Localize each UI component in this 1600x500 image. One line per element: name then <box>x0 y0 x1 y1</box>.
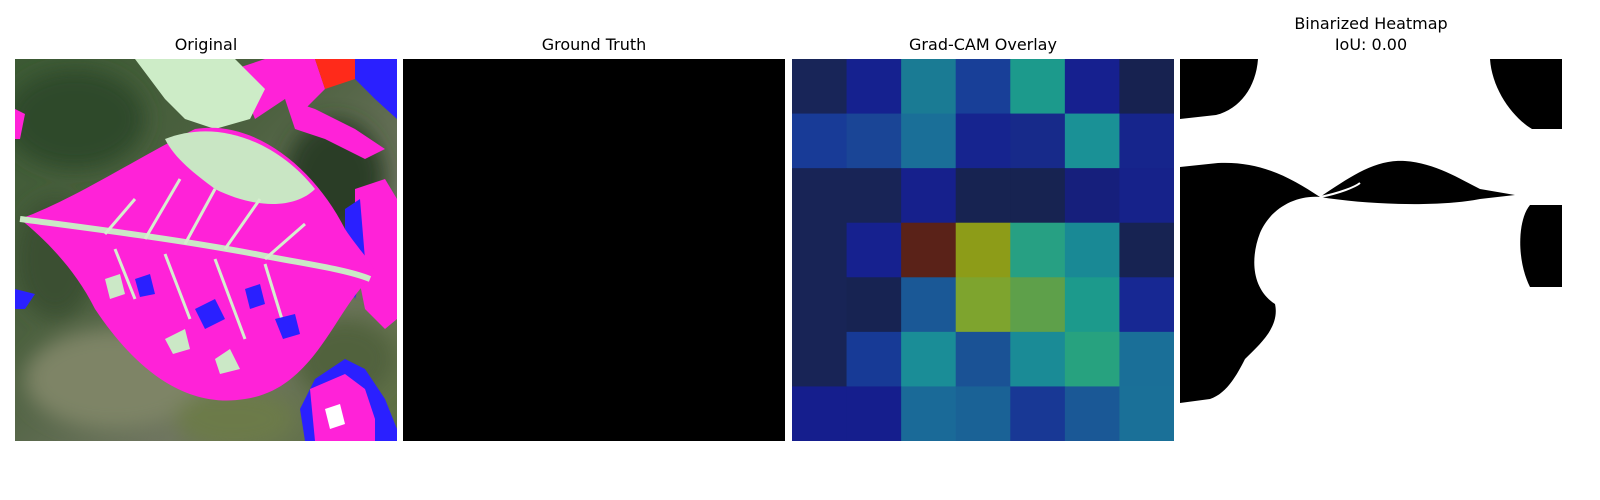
heatmap-cell <box>901 59 957 115</box>
original-image <box>15 59 397 441</box>
original-title: Original <box>174 35 238 54</box>
heatmap-cell <box>901 386 957 441</box>
heatmap-cell <box>846 113 902 169</box>
heatmap-cell <box>901 222 957 278</box>
ground-truth-mask <box>403 59 785 441</box>
heatmap-cell <box>1119 222 1174 278</box>
gradcam-heatmap <box>792 59 1174 441</box>
heatmap-cell <box>1010 277 1066 333</box>
heatmap-cell <box>1119 168 1174 224</box>
heatmap-cell <box>901 331 957 387</box>
ground-truth-title: Ground Truth <box>541 35 647 54</box>
heatmap-cell <box>901 277 957 333</box>
heatmap-cell <box>1064 222 1120 278</box>
binarized-heatmap <box>1180 59 1562 441</box>
heatmap-cell <box>1064 168 1120 224</box>
heatmap-cell <box>1010 331 1066 387</box>
gradcam-title: Grad-CAM Overlay <box>909 35 1057 54</box>
heatmap-cell <box>955 277 1011 333</box>
heatmap-cell <box>1119 113 1174 169</box>
binarized-title: Binarized Heatmap <box>1294 14 1448 33</box>
heatmap-cell <box>955 59 1011 115</box>
heatmap-cell <box>1119 386 1174 441</box>
iou-label: IoU: 0.00 <box>1334 35 1408 54</box>
heatmap-cell <box>901 168 957 224</box>
heatmap-cell <box>1010 113 1066 169</box>
heatmap-cell <box>955 113 1011 169</box>
heatmap-cell <box>955 386 1011 441</box>
heatmap-cell <box>901 113 957 169</box>
heatmap-cell <box>846 277 902 333</box>
heatmap-cell <box>792 59 848 115</box>
heatmap-cell <box>955 331 1011 387</box>
heatmap-cell <box>1064 59 1120 115</box>
heatmap-cell <box>1119 331 1174 387</box>
original-panel: Original <box>15 0 397 500</box>
heatmap-cell <box>846 168 902 224</box>
heatmap-cell <box>1064 277 1120 333</box>
heatmap-cell <box>846 59 902 115</box>
heatmap-cell <box>1064 113 1120 169</box>
heatmap-cell <box>1119 277 1174 333</box>
heatmap-cell <box>846 331 902 387</box>
binarized-panel: Binarized Heatmap IoU: 0.00 <box>1180 0 1562 500</box>
ground-truth-panel: Ground Truth <box>403 0 785 500</box>
heatmap-cell <box>955 222 1011 278</box>
heatmap-cell <box>792 168 848 224</box>
heatmap-cell <box>1010 386 1066 441</box>
gradcam-panel: Grad-CAM Overlay <box>792 0 1174 500</box>
heatmap-cell <box>1010 59 1066 115</box>
heatmap-cell <box>1064 331 1120 387</box>
heatmap-cell <box>1010 222 1066 278</box>
heatmap-cell <box>1064 386 1120 441</box>
heatmap-cell <box>792 222 848 278</box>
heatmap-cell <box>792 386 848 441</box>
heatmap-cell <box>1010 168 1066 224</box>
heatmap-cell <box>792 113 848 169</box>
heatmap-cell <box>846 222 902 278</box>
heatmap-cell <box>955 168 1011 224</box>
heatmap-cell <box>846 386 902 441</box>
heatmap-cell <box>1119 59 1174 115</box>
heatmap-cell <box>792 277 848 333</box>
heatmap-cell <box>792 331 848 387</box>
